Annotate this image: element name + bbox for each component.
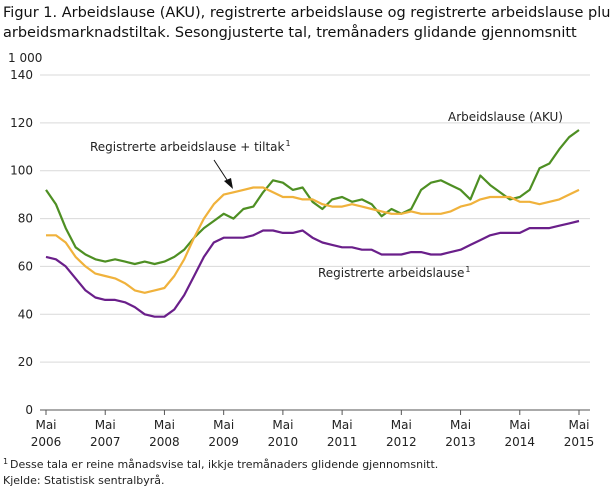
y-tick-label: 20 bbox=[18, 355, 33, 369]
x-tick-label: 2011 bbox=[327, 435, 358, 449]
chart-title: Figur 1. Arbeidslause (AKU), registrerte… bbox=[3, 5, 610, 21]
x-tick-label: 2008 bbox=[149, 435, 180, 449]
x-tick-label: Mai bbox=[450, 418, 471, 432]
footnote: Desse tala er reine månadsvise tal, ikkj… bbox=[10, 458, 438, 471]
series-line bbox=[46, 186, 580, 294]
footnote-marker: 1 bbox=[285, 139, 290, 148]
series-label: Registrerte arbeidslause bbox=[318, 266, 464, 280]
footnote-marker: 1 bbox=[3, 457, 8, 466]
y-tick-label: 100 bbox=[10, 164, 33, 178]
x-tick-label: Mai bbox=[95, 418, 116, 432]
y-tick-label: 60 bbox=[18, 259, 33, 273]
x-tick-label: 2010 bbox=[268, 435, 299, 449]
x-tick-label: 2006 bbox=[31, 435, 62, 449]
x-tick-label: Mai bbox=[332, 418, 353, 432]
y-tick-label: 140 bbox=[10, 68, 33, 82]
series-label: Registrerte arbeidslause + tiltak bbox=[90, 140, 285, 154]
x-tick-label: 2013 bbox=[445, 435, 476, 449]
x-tick-label: Mai bbox=[213, 418, 234, 432]
x-tick-label: 2014 bbox=[505, 435, 536, 449]
x-tick-label: Mai bbox=[154, 418, 175, 432]
series-label: Arbeidslause (AKU) bbox=[448, 110, 563, 124]
y-tick-label: 80 bbox=[18, 212, 33, 226]
source: Kjelde: Statistisk sentralbyrå. bbox=[3, 474, 165, 487]
x-tick-label: 2015 bbox=[564, 435, 595, 449]
annotation-arrowhead bbox=[224, 178, 233, 189]
series-line bbox=[45, 219, 580, 318]
y-tick-label: 40 bbox=[18, 307, 33, 321]
annotation-arrow bbox=[213, 159, 230, 184]
x-tick-label: Mai bbox=[568, 418, 589, 432]
y-tick-label: 120 bbox=[10, 116, 33, 130]
y-tick-label: 0 bbox=[25, 403, 33, 417]
x-tick-label: Mai bbox=[509, 418, 530, 432]
x-tick-label: 2012 bbox=[386, 435, 417, 449]
series-line bbox=[45, 129, 580, 266]
x-tick-label: Mai bbox=[35, 418, 56, 432]
x-tick-label: 2009 bbox=[208, 435, 239, 449]
y-unit: 1 000 bbox=[8, 51, 42, 65]
footnote-marker: 1 bbox=[465, 265, 470, 274]
x-tick-label: 2007 bbox=[90, 435, 121, 449]
chart-title: arbeidsmarknadstiltak. Sesongjusterte ta… bbox=[3, 24, 577, 41]
x-tick-label: Mai bbox=[272, 418, 293, 432]
x-tick-label: Mai bbox=[391, 418, 412, 432]
